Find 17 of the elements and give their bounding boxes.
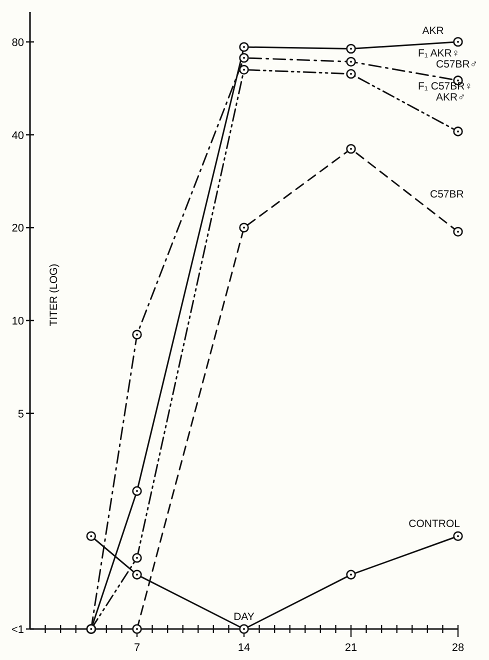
series-label: AKR [422,24,444,37]
x-tick-label: 21 [344,642,358,654]
y-tick-label: 40 [12,130,24,142]
x-tick-label: 28 [452,642,464,654]
series-label: F₁ AKR♀ C57BR♂ [418,47,478,70]
x-axis-title: DAY [234,611,254,623]
series-label: F₁ C57BR♀ AKR♂ [418,80,473,104]
y-tick-label: <1 [11,624,24,636]
y-tick-label: 10 [12,316,24,328]
x-tick-label: 7 [134,642,140,654]
x-tick-label: 14 [238,642,250,654]
series-label: CONTROL [408,518,460,530]
series-label: C57BR [430,188,464,201]
y-tick-label: 20 [12,222,24,235]
y-tick-label: 80 [12,36,24,49]
y-axis-title: TITER (LOG) [48,264,60,326]
y-tick-label: 5 [18,408,24,420]
